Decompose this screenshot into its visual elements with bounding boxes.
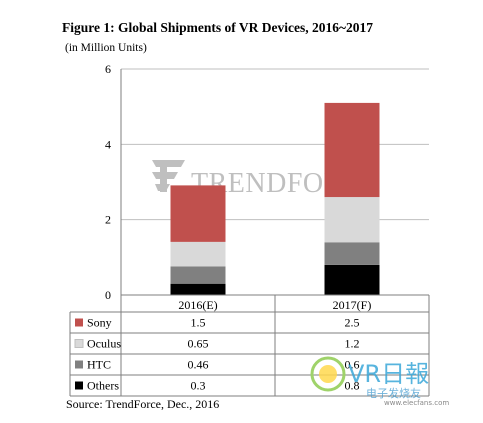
legend-swatch-oculus — [74, 339, 84, 348]
legend-swatch-htc — [75, 360, 83, 369]
legend-label: Oculus — [87, 337, 121, 351]
bar-segment-oculus — [170, 241, 226, 267]
category-label: 2017(F) — [333, 298, 372, 312]
legend-swatch-sony — [75, 318, 83, 327]
data-table-value: 1.5 — [191, 316, 206, 330]
vr-logo-icon — [310, 356, 346, 392]
legend-label: Sony — [87, 316, 112, 330]
bar-segment-others — [170, 283, 226, 295]
y-tick-label: 2 — [105, 213, 111, 227]
source-note: Source: TrendForce, Dec., 2016 — [66, 397, 220, 411]
bar-segment-htc — [170, 266, 226, 284]
y-tick-label: 4 — [105, 137, 111, 151]
trendforce-logo-icon — [152, 160, 185, 192]
data-table-value: 0.46 — [188, 358, 209, 372]
data-table-value: 0.6 — [345, 358, 360, 372]
vr-site-subname: 电子发烧友 — [366, 386, 421, 400]
bar-segment-oculus — [324, 197, 380, 243]
vr-site-url: www.elecfans.com — [384, 399, 449, 407]
chart-subtitle: (in Million Units) — [65, 42, 147, 54]
vr-logo-core-icon — [319, 365, 337, 383]
bar-segment-others — [324, 264, 380, 295]
data-table-value: 0.65 — [188, 337, 209, 351]
bar-segment-sony — [324, 102, 380, 198]
y-tick-label: 0 — [105, 288, 111, 302]
bar-segment-htc — [324, 242, 380, 265]
data-table-value: 0.3 — [191, 379, 206, 393]
chart-title: Figure 1: Global Shipments of VR Devices… — [62, 20, 374, 35]
y-tick-label: 6 — [105, 62, 111, 76]
bars — [170, 102, 380, 295]
legend-label: Others — [87, 379, 119, 393]
y-axis-tick-labels: 0 2 4 6 — [105, 62, 111, 302]
legend-swatch-others — [75, 381, 83, 390]
vr-site-name: VR日報 — [348, 360, 429, 388]
category-label: 2016(E) — [178, 298, 217, 312]
data-table-value: 2.5 — [345, 316, 360, 330]
legend-label: HTC — [87, 358, 111, 372]
vr-site-watermark: VR日報 电子发烧友 www.elecfans.com — [310, 356, 449, 407]
data-table: 2016(E) 2017(F) Sony 1.5 2.5 Oculus 0.65 1.2 HTC… — [69, 294, 430, 397]
bar-segment-sony — [170, 185, 226, 242]
data-table-value: 1.2 — [345, 337, 360, 351]
data-table-value: 0.8 — [345, 379, 360, 393]
